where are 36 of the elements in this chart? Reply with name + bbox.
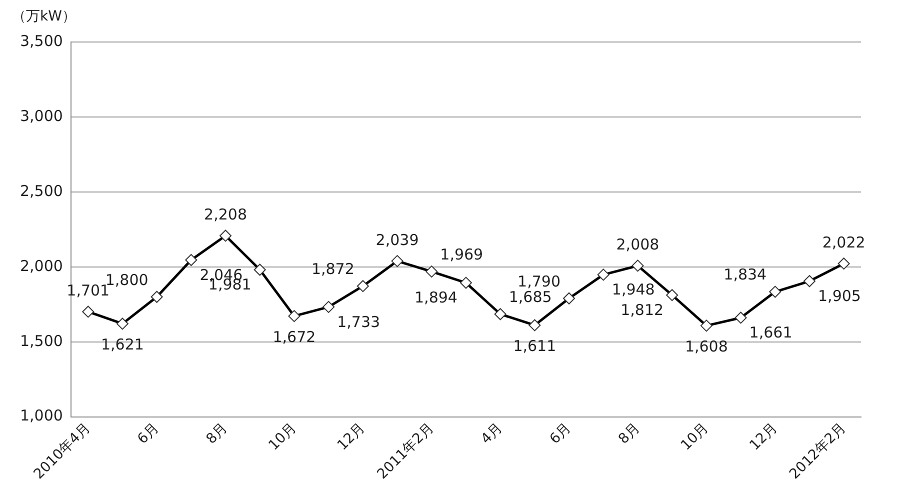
data-label: 1,733 [337,312,380,331]
data-label: 1,800 [105,270,148,289]
data-label: 1,790 [518,272,560,290]
x-tick-label: 10月 [678,420,712,454]
data-label: 1,905 [818,287,861,306]
y-tick-label: 1,000 [20,406,63,425]
data-label: 1,672 [272,328,316,346]
data-label: 1,608 [684,338,728,356]
x-tick-label: 8月 [616,420,644,448]
data-label: 2,039 [376,230,419,249]
data-label: 2,208 [204,206,247,224]
y-axis-title: （万kW） [12,8,76,25]
data-label: 1,611 [513,337,556,356]
data-label: 1,812 [620,300,664,319]
x-tick-label: 10月 [266,420,300,454]
y-tick-label: 3,500 [20,32,63,50]
x-tick-label: 4月 [478,420,506,448]
x-tick-label: 12月 [334,420,368,454]
x-tick-label: 6月 [134,420,162,448]
x-tick-label: 6月 [546,420,574,448]
data-label: 1,894 [414,288,458,307]
data-label: 1,948 [612,280,655,299]
y-tick-label: 3,000 [20,106,63,125]
data-label: 1,834 [724,266,767,284]
data-label: 2,008 [616,236,660,254]
y-tick-label: 2,000 [20,256,63,275]
x-tick-label: 8月 [203,420,231,448]
y-tick-label: 1,500 [20,332,63,350]
x-tick-label: 12月 [746,420,781,454]
data-label: 1,621 [100,336,144,354]
data-label: 1,872 [311,260,354,278]
y-tick-label: 2,500 [20,182,63,200]
data-label: 1,685 [508,288,552,306]
data-label: 1,661 [749,324,792,342]
data-label: 1,969 [440,245,484,264]
data-label: 2,022 [822,233,866,252]
